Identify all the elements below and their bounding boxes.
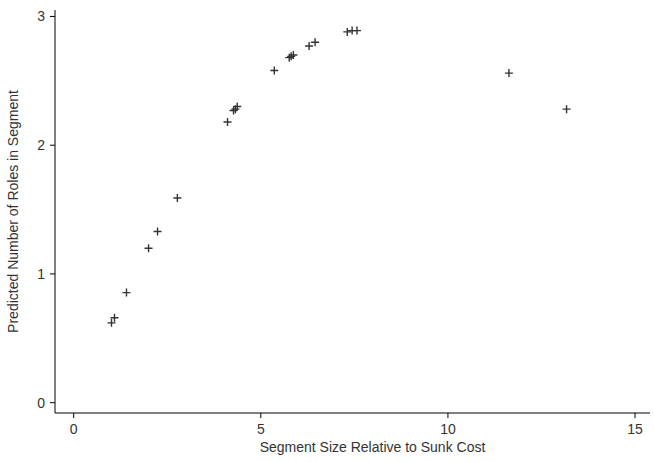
- point: [145, 244, 153, 252]
- y-tick: [50, 145, 55, 146]
- point: [154, 227, 162, 235]
- y-tick: [50, 273, 55, 274]
- point: [563, 105, 571, 113]
- chart: 0 5 10 15 0 1 2 3 Segment Size Relative to Sunk …: [0, 0, 654, 462]
- x-axis-line: [55, 413, 650, 414]
- y-axis-line: [55, 10, 56, 413]
- x-tick: [73, 413, 74, 418]
- y-tick-label: 2: [37, 137, 45, 153]
- point: [343, 28, 351, 36]
- point: [505, 69, 513, 77]
- x-tick: [260, 413, 261, 418]
- y-tick: [50, 402, 55, 403]
- x-tick: [635, 413, 636, 418]
- point: [111, 314, 119, 322]
- point: [233, 103, 241, 111]
- point: [224, 118, 232, 126]
- point: [230, 106, 238, 114]
- y-tick: [50, 16, 55, 17]
- point: [270, 67, 278, 75]
- y-tick-label: 3: [37, 8, 45, 24]
- y-axis-label: Predicted Number of Roles in Segment: [5, 90, 21, 333]
- x-axis-label: Segment Size Relative to Sunk Cost: [260, 439, 486, 455]
- y-tick-label: 0: [37, 395, 45, 411]
- point: [173, 194, 181, 202]
- x-tick-label: 0: [70, 421, 78, 437]
- y-tick-label: 1: [37, 266, 45, 282]
- point: [122, 289, 130, 297]
- point: [353, 27, 361, 35]
- x-tick-label: 5: [257, 421, 265, 437]
- point: [289, 51, 297, 59]
- x-tick: [447, 413, 448, 418]
- x-tick-label: 15: [627, 421, 643, 437]
- x-tick-label: 10: [440, 421, 456, 437]
- points: [108, 27, 571, 327]
- point: [311, 38, 319, 46]
- point: [305, 42, 313, 50]
